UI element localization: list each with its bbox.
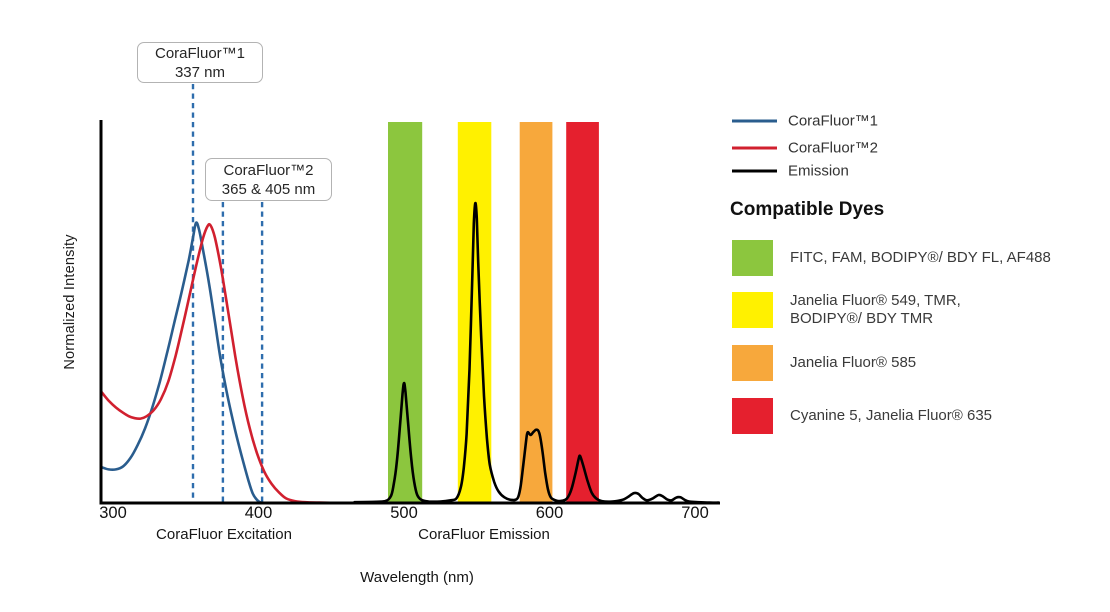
- legend-item-emission: Emission: [732, 163, 849, 180]
- x-tick-label-600: 600: [535, 504, 564, 522]
- emission-curve: [353, 201, 720, 504]
- dye-label: Janelia Fluor® 585: [790, 354, 917, 371]
- dye-color-swatch: [732, 292, 773, 328]
- annotation-title: CoraFluor™2: [223, 161, 314, 179]
- x-tick-label-300: 300: [99, 504, 127, 522]
- annotation-box-corafluor2: CoraFluor™2 365 & 405 nm: [205, 158, 332, 201]
- legend-line-swatch: [732, 119, 777, 123]
- x-axis-label: Wavelength (nm): [360, 569, 474, 586]
- dye-label: Cyanine 5, Janelia Fluor® 635: [790, 407, 993, 424]
- legend-label: CoraFluor™1: [788, 112, 879, 130]
- dye-row-green: FITC, FAM, BODIPY®/ BDY FL, AF488: [732, 240, 1051, 276]
- dye-color-swatch: [732, 398, 773, 434]
- dye-color-swatch: [732, 240, 773, 276]
- legend-item-corafluor2: CoraFluor™2: [732, 140, 878, 157]
- y-axis-label: Normalized Intensity: [62, 234, 78, 370]
- x-section-label-excitation: CoraFluor Excitation: [156, 526, 292, 543]
- dye-label: FITC, FAM, BODIPY®/ BDY FL, AF488: [790, 249, 1051, 266]
- x-tick-label-500: 500: [390, 504, 418, 522]
- x-section-label-emission: CoraFluor Emission: [418, 526, 550, 543]
- corafluor1-excitation-curve: [100, 221, 266, 505]
- dye-color-swatch: [732, 345, 773, 381]
- dye-band-4: [566, 122, 599, 502]
- annotation-value: 365 & 405 nm: [221, 180, 316, 198]
- legend-label: Emission: [788, 162, 849, 180]
- x-tick-label-400: 400: [244, 504, 273, 522]
- legend-label: CoraFluor™2: [788, 139, 879, 157]
- dye-row-red: Cyanine 5, Janelia Fluor® 635: [732, 398, 992, 434]
- annotation-box-corafluor1: CoraFluor™1 337 nm: [137, 42, 263, 83]
- dye-label: Janelia Fluor® 549, TMR, BODIPY®/ BDY TM…: [790, 292, 961, 327]
- annotation-title: CoraFluor™1: [154, 44, 246, 62]
- dye-band-1: [388, 122, 423, 502]
- dye-row-yellow: Janelia Fluor® 549, TMR, BODIPY®/ BDY TM…: [732, 292, 961, 328]
- x-tick-label-700: 700: [681, 504, 709, 522]
- corafluor2-excitation-curve: [100, 222, 345, 505]
- legend-line-swatch: [732, 146, 777, 150]
- compatible-dyes-heading: Compatible Dyes: [730, 199, 885, 220]
- annotation-value: 337 nm: [174, 63, 226, 81]
- legend-line-swatch: [732, 169, 777, 173]
- legend-item-corafluor1: CoraFluor™1: [732, 113, 878, 130]
- dye-row-orange: Janelia Fluor® 585: [732, 345, 916, 381]
